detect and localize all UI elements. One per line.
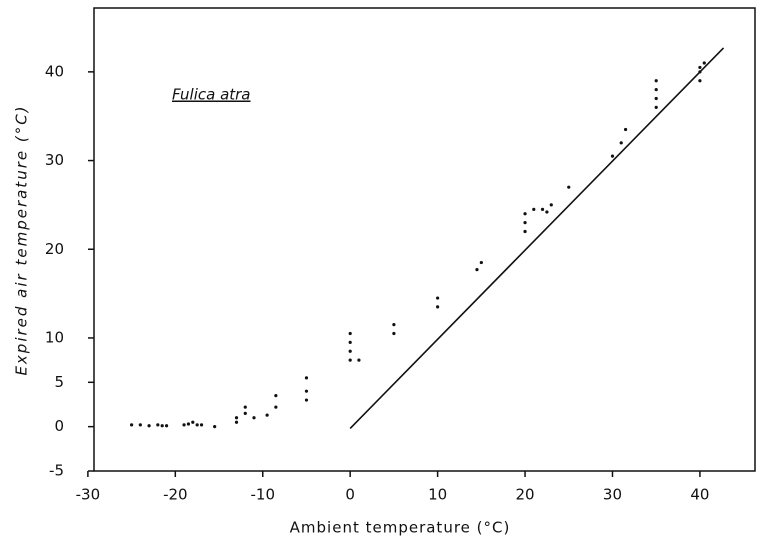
point: [182, 423, 186, 427]
point: [545, 210, 549, 214]
x-tick-label: -30: [76, 486, 101, 504]
point: [549, 203, 553, 207]
x-tick-label: -10: [250, 486, 275, 504]
x-tick-label: 30: [603, 486, 622, 504]
point: [698, 79, 702, 83]
point: [479, 260, 483, 265]
y-axis-label: Expired air temperature (°C): [13, 104, 31, 375]
point: [304, 376, 309, 380]
point: [265, 413, 269, 417]
point: [619, 141, 623, 145]
point: [654, 96, 658, 101]
point: [523, 212, 527, 216]
point: [274, 405, 278, 409]
point: [436, 305, 440, 309]
point: [392, 331, 396, 336]
point: [523, 229, 527, 234]
x-tick-label: 20: [516, 486, 535, 504]
point: [252, 416, 256, 420]
point: [191, 420, 195, 424]
x-tick-label: 40: [690, 486, 709, 504]
point: [156, 423, 160, 427]
y-tick-label: -5: [49, 462, 64, 480]
point: [654, 105, 658, 109]
y-tick-label: 30: [45, 151, 64, 169]
point: [213, 425, 217, 429]
point: [532, 207, 536, 211]
point: [698, 65, 702, 70]
point: [234, 420, 239, 424]
point: [540, 207, 545, 211]
point: [348, 331, 352, 336]
point: [567, 185, 571, 189]
point: [304, 398, 309, 402]
point: [160, 424, 164, 428]
point: [304, 389, 309, 393]
point: [523, 221, 527, 225]
x-axis-label: Ambient temperature (°C): [290, 519, 511, 537]
point: [392, 323, 396, 327]
point: [348, 349, 352, 353]
y-tick-label: 20: [45, 240, 64, 258]
point: [610, 154, 615, 158]
x-tick-label: 10: [428, 486, 447, 504]
point: [234, 416, 239, 420]
point: [147, 424, 151, 428]
point: [243, 405, 247, 409]
annotation: Fulica atra: [172, 86, 251, 104]
point: [274, 394, 278, 398]
point: [138, 423, 142, 427]
y-tick-label: 5: [54, 373, 64, 391]
x-tick-label: 0: [345, 486, 355, 504]
point: [436, 296, 440, 300]
point: [348, 340, 352, 344]
point: [186, 422, 191, 426]
point: [654, 88, 658, 92]
y-tick-label: 0: [54, 417, 64, 435]
point: [357, 358, 361, 362]
point: [164, 424, 169, 428]
point: [129, 423, 134, 427]
plot-frame: [93, 7, 756, 472]
point: [199, 423, 204, 427]
y-tick-label: 40: [45, 62, 64, 80]
line: [349, 47, 725, 429]
point: [195, 423, 199, 427]
point: [702, 61, 706, 65]
point: [243, 411, 247, 415]
point: [623, 127, 628, 132]
x-tick-label: -20: [163, 486, 188, 504]
point: [654, 79, 658, 83]
y-tick-label: 10: [45, 328, 64, 346]
point: [348, 358, 352, 362]
point: [475, 268, 479, 272]
